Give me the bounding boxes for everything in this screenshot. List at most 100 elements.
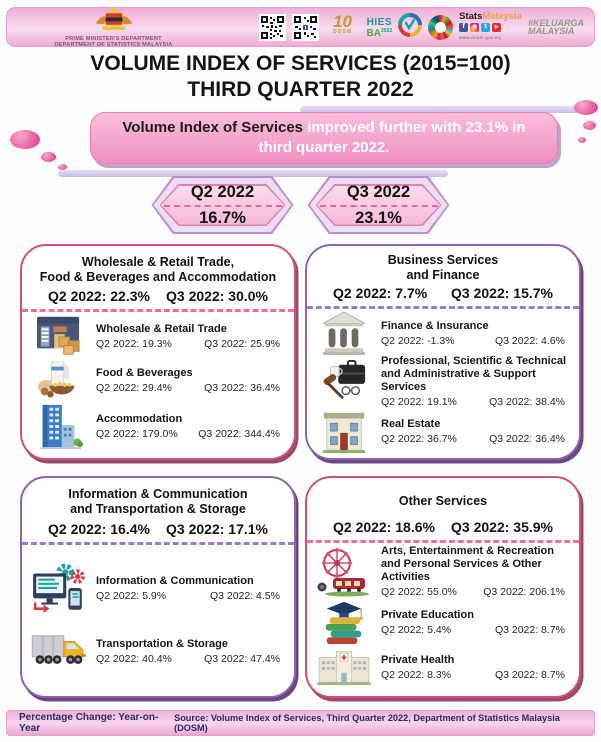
- qr-code-facebook-icon: [291, 13, 319, 41]
- badge-q2-2022: Q2 2022 16.7%: [151, 176, 294, 234]
- bubble-decoration: [574, 100, 598, 115]
- section-q2-value: Q2 2022: 22.3%: [48, 288, 150, 304]
- badge-q3-2022: Q3 2022 23.1%: [307, 176, 450, 234]
- section-title: Business Services and Finance: [387, 253, 499, 282]
- department-name: PRIME MINISTER'S DEPARTMENT DEPARTMENT O…: [55, 36, 173, 49]
- section-q2-value: Q2 2022: 7.7%: [333, 285, 428, 301]
- section-title: Information & Communication and Transpor…: [68, 487, 248, 516]
- dosm-url: www.dosm.gov.my: [459, 34, 502, 40]
- badge-quarter-label: Q3 2022: [346, 183, 411, 201]
- badge-dash-line: [319, 205, 438, 207]
- section-q3-value: Q3 2022: 17.1%: [166, 521, 268, 537]
- service-item: Arts, Entertainment & Recreation and Per…: [315, 545, 571, 598]
- ferris-wheel-icon: [315, 547, 373, 597]
- service-item: Information & Communication Q2 2022: 5.9…: [30, 563, 286, 615]
- graduation-books-icon: [315, 598, 373, 646]
- hospital-icon: [315, 646, 373, 688]
- item-q2-value: Q2 2022: -1.3%: [381, 334, 455, 347]
- vis-logo-icon: [398, 12, 423, 42]
- service-item: Professional, Scientific & Technical and…: [315, 355, 571, 408]
- title-line-1: VOLUME INDEX OF SERVICES (2015=100): [90, 52, 511, 75]
- item-name: Private Health: [381, 653, 455, 666]
- section-q3-value: Q3 2022: 15.7%: [451, 285, 553, 301]
- section-divider: [22, 542, 294, 545]
- qr-code-icon: [258, 13, 286, 41]
- section-title: Wholesale & Retail Trade, Food & Beverag…: [39, 254, 277, 284]
- section-q2-value: Q2 2022: 18.6%: [333, 519, 435, 535]
- statsmalaysia-logo: StatsMalaysia f ◉ t ▶ www.dosm.gov.my: [459, 11, 522, 43]
- item-q3-value: Q3 2022: 4.5%: [209, 590, 280, 603]
- section-business-finance: Business Services and Finance Q2 2022: 7…: [305, 244, 581, 460]
- bubble-decoration: [10, 130, 40, 149]
- food-beverages-icon: [30, 358, 88, 402]
- item-name: Accommodation: [96, 412, 183, 425]
- item-q2-value: Q2 2022: 19.3%: [96, 337, 172, 350]
- banner-highlight: Volume Index of Services: [122, 119, 304, 136]
- bubble-decoration: [41, 152, 56, 162]
- footer-source: Source: Volume Index of Services, Third …: [174, 713, 560, 733]
- section-q3-value: Q3 2022: 30.0%: [166, 288, 268, 304]
- badge-quarter-label: Q2 2022: [190, 183, 255, 201]
- house-icon: [315, 408, 373, 454]
- dept-line-1: PRIME MINISTER'S DEPARTMENT: [65, 35, 162, 42]
- item-q2-value: Q2 2022: 19.1%: [381, 396, 457, 408]
- coat-of-arms-icon: [92, 6, 136, 36]
- item-q3-value: Q3 2022: 8.7%: [494, 623, 565, 636]
- warehouse-icon: [30, 314, 88, 358]
- item-name: Real Estate: [381, 417, 441, 430]
- hotel-building-icon: [30, 402, 88, 450]
- item-name: Arts, Entertainment & Recreation and Per…: [381, 545, 554, 583]
- service-item: Accommodation Q2 2022: 179.0% Q3 2022: 3…: [30, 402, 286, 450]
- service-item: Food & Beverages Q2 2022: 29.4% Q3 2022:…: [30, 358, 286, 402]
- item-name: Transportation & Storage: [96, 637, 229, 650]
- item-q2-value: Q2 2022: 29.4%: [96, 381, 172, 394]
- section-other-services: Other Services Q2 2022: 18.6% Q3 2022: 3…: [305, 476, 581, 698]
- dosm-anniversary-logo: 10 DOSM: [325, 12, 361, 37]
- sections-grid: Wholesale & Retail Trade, Food & Beverag…: [20, 244, 581, 698]
- service-item: Wholesale & Retail Trade Q2 2022: 19.3% …: [30, 314, 286, 358]
- sdg-wheel-icon: [428, 14, 454, 40]
- item-q2-value: Q2 2022: 179.0%: [96, 427, 178, 440]
- anniversary-label: DOSM: [333, 29, 353, 35]
- briefcase-gavel-icon: [315, 359, 373, 405]
- item-q3-value: Q3 2022: 4.6%: [494, 334, 565, 347]
- footer-strip: Percentage Change: Year-on-Year Source: …: [6, 710, 595, 736]
- bank-icon: [315, 311, 373, 355]
- section-divider: [307, 306, 579, 309]
- hies-ba-logo: HIES BA2022: [366, 17, 393, 39]
- quarter-badges: Q2 2022 16.7% Q3 2022 23.1%: [0, 176, 601, 234]
- item-q3-value: Q3 2022: 25.9%: [204, 337, 280, 350]
- badge-value: 23.1%: [355, 209, 402, 227]
- headline-banner: Volume Index of Services improved furthe…: [90, 112, 558, 164]
- item-name: Finance & Insurance: [381, 319, 489, 332]
- keluarga-malaysia-logo: #KELUARGA MALAYSIA: [527, 17, 584, 36]
- item-name: Professional, Scientific & Technical and…: [381, 355, 567, 393]
- item-name: Information & Communication: [96, 575, 254, 588]
- item-q3-value: Q3 2022: 36.4%: [204, 381, 280, 394]
- section-title: Other Services: [398, 493, 488, 508]
- truck-icon: [30, 630, 88, 672]
- section-divider: [307, 540, 579, 543]
- anniversary-number: 10: [333, 12, 352, 31]
- item-q2-value: Q2 2022: 36.7%: [381, 432, 457, 445]
- item-q2-value: Q2 2022: 5.9%: [96, 590, 167, 603]
- service-item: Private Education Q2 2022: 5.4% Q3 2022:…: [315, 598, 571, 646]
- service-item: Real Estate Q2 2022: 36.7% Q3 2022: 36.4…: [315, 408, 571, 454]
- section-divider: [22, 309, 294, 312]
- service-item: Finance & Insurance Q2 2022: -1.3% Q3 20…: [315, 311, 571, 355]
- item-q3-value: Q3 2022: 38.4%: [489, 396, 565, 408]
- facebook-icon: f: [459, 22, 469, 32]
- item-q3-value: Q3 2022: 206.1%: [483, 586, 565, 598]
- service-item: Private Health Q2 2022: 8.3% Q3 2022: 8.…: [315, 646, 571, 688]
- instagram-icon: ◉: [470, 22, 480, 32]
- item-q2-value: Q2 2022: 5.4%: [381, 623, 452, 636]
- page-title: VOLUME INDEX OF SERVICES (2015=100) THIR…: [0, 51, 601, 103]
- section-q3-value: Q3 2022: 35.9%: [451, 519, 553, 535]
- title-line-2: THIRD QUARTER 2022: [187, 78, 414, 101]
- section-info-transport: Information & Communication and Transpor…: [20, 476, 296, 698]
- social-icons: f ◉ t ▶: [459, 22, 502, 32]
- item-q3-value: Q3 2022: 47.4%: [204, 652, 280, 665]
- item-q3-value: Q3 2022: 36.4%: [489, 432, 565, 445]
- dept-line-2: DEPARTMENT OF STATISTICS MALAYSIA: [54, 42, 173, 48]
